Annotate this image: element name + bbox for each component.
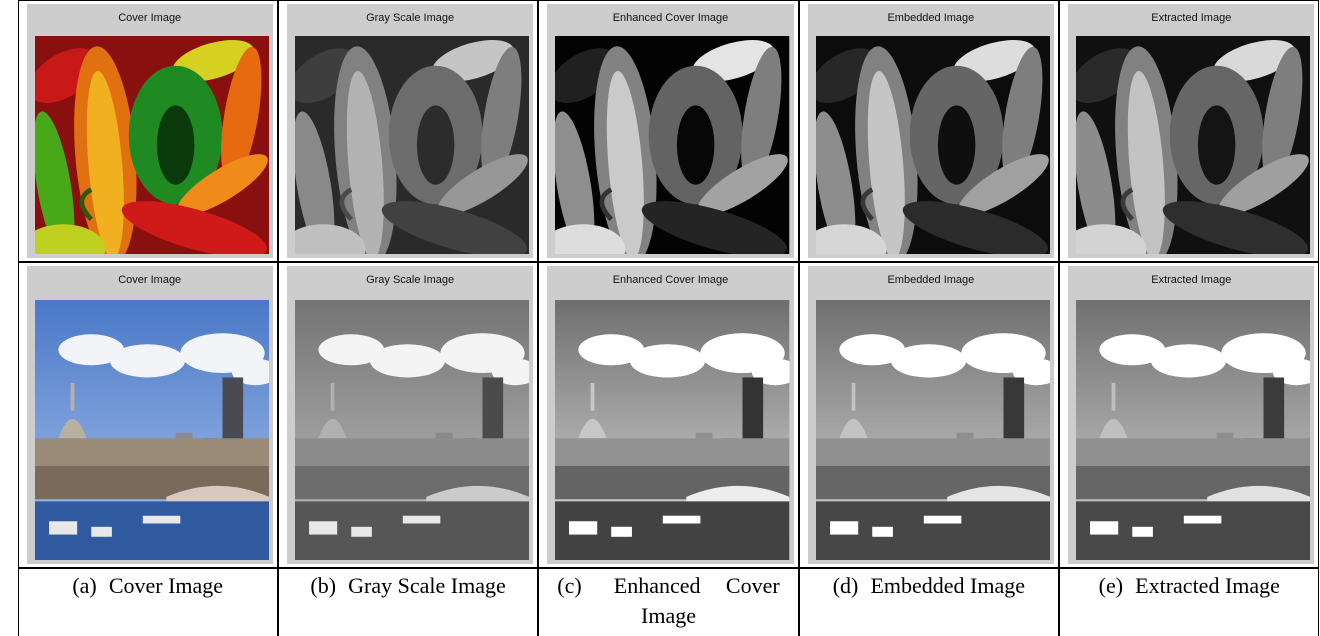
figure-window: Extracted Image: [1068, 265, 1315, 564]
panel-title: Embedded Image: [887, 11, 975, 24]
caption: (b) Gray Scale Image: [279, 569, 537, 601]
photo: [555, 36, 789, 254]
photo: [1076, 36, 1310, 254]
photo-image: [1076, 36, 1310, 254]
photo-image: [295, 300, 529, 560]
image-cell: Gray Scale Image: [277, 0, 539, 262]
photo: [295, 36, 529, 254]
image-cell: Embedded Image: [798, 0, 1060, 262]
figure-window: Gray Scale Image: [286, 265, 534, 564]
panel-title: Cover Image: [118, 273, 182, 286]
photo-image: [35, 36, 269, 254]
photo-image: [555, 300, 789, 560]
caption-text: Embedded Image: [870, 572, 1026, 598]
figure-window: Embedded Image: [807, 3, 1055, 258]
panel-title: Embedded Image: [887, 273, 975, 286]
caption-text: Enhanced Cover Image: [613, 572, 780, 628]
photo-image: [816, 36, 1050, 254]
caption-text: Cover Image: [108, 572, 224, 598]
caption-label: (b): [310, 572, 337, 598]
panel-title: Enhanced Cover Image: [612, 273, 729, 286]
figure-window: Cover Image: [26, 3, 273, 258]
photo: [35, 300, 269, 560]
figure-window: Enhanced Cover Image: [547, 265, 794, 564]
caption-text: Extracted Image: [1135, 572, 1280, 598]
caption-cell: (b) Gray Scale Image: [277, 567, 539, 636]
caption-cell: (a) Cover Image: [17, 567, 278, 636]
image-cell: Gray Scale Image: [277, 261, 539, 568]
caption-label: (c): [557, 572, 582, 598]
photo: [816, 300, 1050, 560]
photo-image: [295, 36, 529, 254]
photo: [1076, 300, 1310, 560]
caption-label: (a): [72, 572, 97, 598]
photo: [295, 300, 529, 560]
figure-window: Extracted Image: [1068, 3, 1315, 258]
image-cell: Enhanced Cover Image: [538, 261, 799, 568]
photo-image: [816, 300, 1050, 560]
caption-label: (d): [832, 572, 859, 598]
panel-title: Extracted Image: [1151, 11, 1232, 24]
caption-cell: (e) Extracted Image: [1059, 567, 1320, 636]
image-cell: Cover Image: [17, 261, 278, 568]
photo: [816, 36, 1050, 254]
photo-image: [555, 36, 789, 254]
panel-title: Gray Scale Image: [366, 11, 455, 24]
image-cell: Cover Image: [17, 0, 278, 262]
panel-title: Cover Image: [118, 11, 182, 24]
image-cell: Extracted Image: [1059, 0, 1320, 262]
caption-text: Gray Scale Image: [348, 572, 506, 598]
caption-cell: (d) Embedded Image: [798, 567, 1060, 636]
figure-window: Enhanced Cover Image: [547, 3, 794, 258]
caption: (d) Embedded Image: [800, 569, 1058, 601]
image-cell: Enhanced Cover Image: [538, 0, 799, 262]
figure-window: Gray Scale Image: [286, 3, 534, 258]
photo-image: [35, 300, 269, 560]
panel-title: Enhanced Cover Image: [612, 11, 729, 24]
photo-image: [1076, 300, 1310, 560]
caption: (e) Extracted Image: [1060, 569, 1318, 601]
caption: (c) Enhanced Cover Image: [539, 569, 797, 631]
image-cell: Extracted Image: [1059, 261, 1320, 568]
caption-label: (e): [1098, 572, 1124, 598]
photo: [35, 36, 269, 254]
figure-window: Cover Image: [26, 265, 273, 564]
caption-cell: (c) Enhanced Cover Image: [538, 567, 799, 636]
figure-window: Embedded Image: [807, 265, 1055, 564]
caption: (a) Cover Image: [19, 569, 277, 601]
photo: [555, 300, 789, 560]
panel-title: Extracted Image: [1151, 273, 1232, 286]
panel-title: Gray Scale Image: [366, 273, 455, 286]
image-cell: Embedded Image: [798, 261, 1060, 568]
